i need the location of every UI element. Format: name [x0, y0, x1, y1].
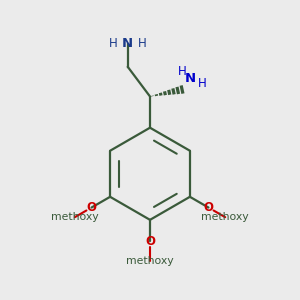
Text: H: H [109, 37, 118, 50]
Text: H: H [138, 37, 146, 50]
Text: methoxy: methoxy [126, 256, 174, 266]
Text: O: O [145, 235, 155, 248]
Text: O: O [87, 201, 97, 214]
Text: methoxy: methoxy [201, 212, 249, 222]
Text: N: N [184, 72, 196, 85]
Text: H: H [178, 65, 187, 78]
Text: methoxy: methoxy [51, 212, 99, 222]
Text: H: H [198, 76, 206, 90]
Text: O: O [203, 201, 213, 214]
Text: N: N [122, 37, 133, 50]
